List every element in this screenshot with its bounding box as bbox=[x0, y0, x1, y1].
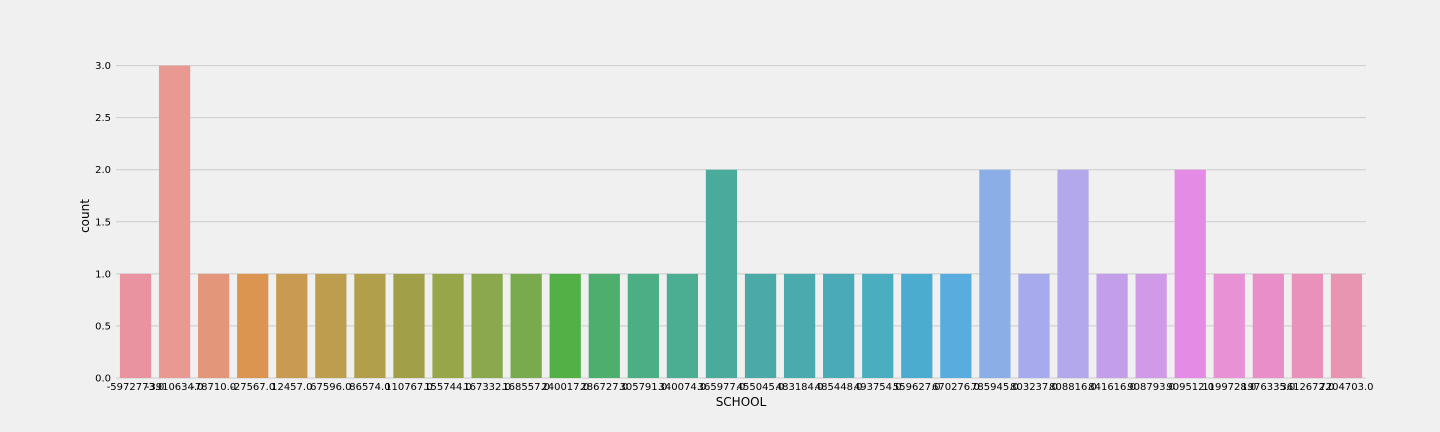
x-tick-label: 155744.0 bbox=[424, 382, 472, 393]
x-tick-label: -78710.0 bbox=[191, 382, 236, 393]
bar bbox=[705, 169, 738, 378]
x-tick-label: 167332.0 bbox=[463, 382, 511, 393]
x-tick-label: 110767.0 bbox=[385, 382, 433, 393]
x-tick-label: 908793.0 bbox=[1127, 382, 1175, 393]
bar bbox=[315, 273, 347, 378]
bar bbox=[354, 273, 386, 378]
y-tick-label: 0.0 bbox=[95, 374, 111, 385]
bar bbox=[549, 273, 581, 378]
x-tick-label: 286727.0 bbox=[580, 382, 628, 393]
bar bbox=[158, 65, 191, 378]
y-tick-label: 1.0 bbox=[95, 269, 111, 280]
y-tick-label: 1.5 bbox=[95, 217, 111, 228]
bar bbox=[393, 273, 425, 378]
x-axis-ticks: -5972773.0-3910634.0-78710.0-27567.01245… bbox=[107, 382, 1374, 393]
bar bbox=[744, 273, 777, 378]
bar bbox=[1252, 273, 1284, 378]
y-axis-ticks: 0.0 0.5 1.0 1.5 2.0 2.5 3.0 bbox=[95, 61, 111, 384]
bar bbox=[432, 273, 464, 378]
bar bbox=[1057, 169, 1089, 378]
x-tick-label: 785945.0 bbox=[971, 382, 1019, 393]
y-tick-label: 0.5 bbox=[95, 321, 111, 332]
bar bbox=[1330, 273, 1363, 378]
bar bbox=[119, 273, 152, 378]
bars bbox=[119, 65, 1363, 378]
bar bbox=[823, 273, 855, 378]
x-tick-label: 3612672.0 bbox=[1280, 382, 1334, 393]
x-tick-label: 559627.0 bbox=[893, 382, 941, 393]
y-tick-label: 2.5 bbox=[95, 113, 111, 124]
x-tick-label: 305791.0 bbox=[619, 382, 667, 393]
bar bbox=[1096, 273, 1128, 378]
x-tick-label: -5972773.0 bbox=[107, 382, 165, 393]
x-tick-label: 240017.0 bbox=[541, 382, 589, 393]
bar bbox=[276, 273, 308, 378]
x-tick-label: 841616.0 bbox=[1088, 382, 1136, 393]
x-tick-label: 485448.0 bbox=[815, 382, 863, 393]
x-tick-label: 670276.0 bbox=[932, 382, 980, 393]
x-tick-label: 340074.0 bbox=[659, 382, 707, 393]
x-tick-label: 1199728.0 bbox=[1202, 382, 1256, 393]
bar bbox=[940, 273, 972, 378]
bar bbox=[1291, 273, 1324, 378]
x-tick-label: 493754.0 bbox=[854, 382, 902, 393]
bar bbox=[1018, 273, 1050, 378]
x-tick-label: 803237.0 bbox=[1010, 382, 1058, 393]
bar bbox=[237, 273, 269, 378]
x-tick-label: 365977.0 bbox=[698, 382, 746, 393]
bar bbox=[1135, 273, 1167, 378]
bar bbox=[198, 273, 230, 378]
bar bbox=[471, 273, 503, 378]
x-tick-label: 455045.0 bbox=[737, 382, 785, 393]
y-axis-title: count bbox=[78, 199, 92, 233]
x-tick-label: -3910634.0 bbox=[146, 382, 204, 393]
bar bbox=[627, 273, 659, 378]
x-tick-label: 808816.0 bbox=[1049, 382, 1097, 393]
bar bbox=[901, 273, 933, 378]
x-tick-label: 909512.0 bbox=[1166, 382, 1214, 393]
bar bbox=[1174, 169, 1206, 378]
bar bbox=[862, 273, 894, 378]
bar bbox=[783, 273, 816, 378]
x-axis-title: SCHOOL bbox=[716, 395, 767, 409]
x-tick-label: 67596.0 bbox=[310, 382, 351, 393]
x-tick-label: 7204703.0 bbox=[1319, 382, 1373, 393]
bar bbox=[588, 273, 620, 378]
y-tick-label: 3.0 bbox=[95, 61, 111, 72]
bar bbox=[979, 169, 1011, 378]
x-tick-label: 168557.0 bbox=[502, 382, 550, 393]
x-tick-label: 12457.0 bbox=[271, 382, 312, 393]
x-tick-label: -27567.0 bbox=[230, 382, 275, 393]
x-tick-label: 86574.0 bbox=[349, 382, 390, 393]
bar bbox=[666, 273, 699, 378]
y-tick-label: 2.0 bbox=[95, 165, 111, 176]
x-tick-label: 483184.0 bbox=[776, 382, 824, 393]
bar bbox=[510, 273, 542, 378]
x-tick-label: 1976335.0 bbox=[1241, 382, 1295, 393]
bar bbox=[1213, 273, 1245, 378]
